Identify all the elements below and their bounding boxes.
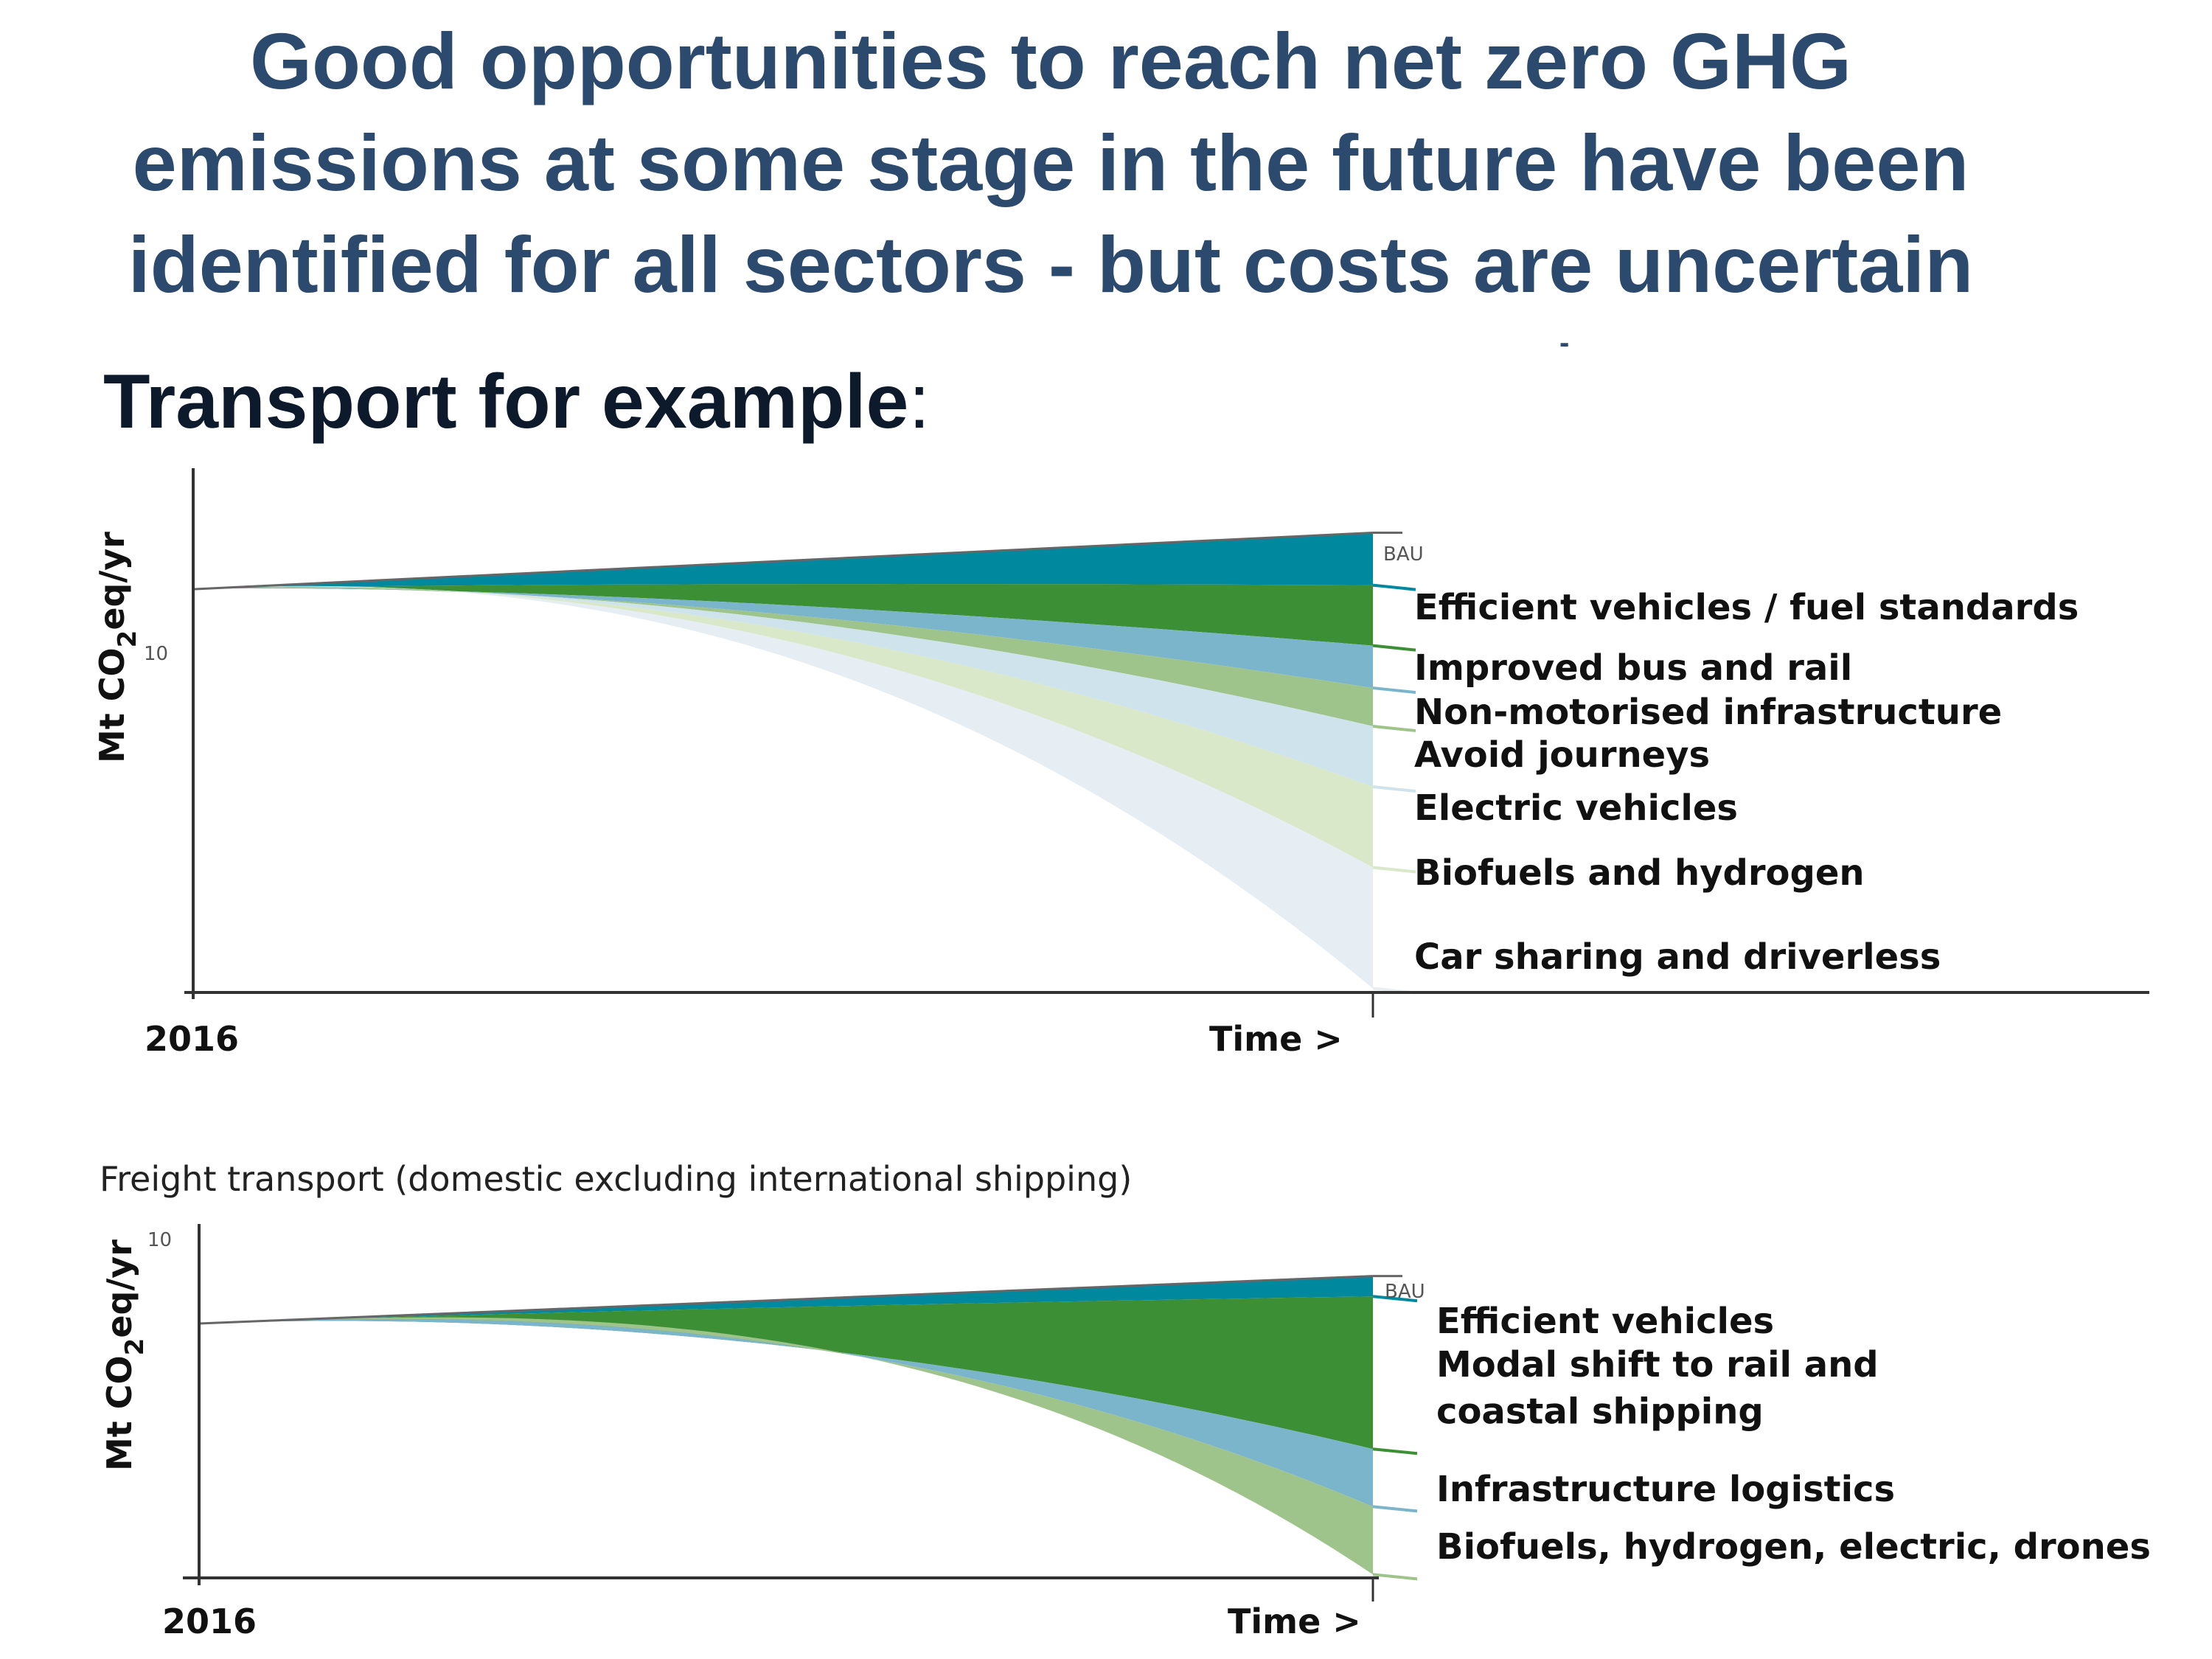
freight-label-modal-shift-to-rail-and-coastal-shipping: Modal shift to rail and coastal shipping (1436, 1344, 1879, 1432)
freight-chart-title: Freight transport (domestic excluding in… (100, 1159, 1132, 1199)
freight-chart: Freight transport (domestic excluding in… (100, 1159, 2151, 1641)
transport-y-axis-title: Mt CO2eq/yr (92, 532, 142, 763)
transport-bau-line (192, 532, 1374, 591)
transport-area-non-motorised-infrastructure (193, 588, 1373, 689)
freight-x-end-label: Time > (1228, 1601, 1361, 1641)
transport-label-non-motorised-infrastructure: Non-motorised infrastructure (1414, 692, 2002, 733)
freight-label-line: Infrastructure logistics (1436, 1469, 1895, 1510)
transport-tick-non-motorised-infrastructure (1372, 686, 1416, 695)
freight-label-biofuels-hydrogen-electric-drones: Biofuels, hydrogen, electric, drones (1436, 1526, 2151, 1568)
transport-label-line: Improved bus and rail (1414, 647, 1852, 689)
freight-tick-modal-shift-to-rail-and-coastal-shipping (1372, 1447, 1418, 1455)
transport-label-line: Non-motorised infrastructure (1414, 692, 2002, 733)
transport-label-efficient-vehicles-fuel-standards: Efficient vehicles / fuel standards (1414, 587, 2079, 628)
transport-label-biofuels-and-hydrogen: Biofuels and hydrogen (1414, 852, 1865, 894)
transport-series-labels: Efficient vehicles / fuel standards Impro… (1414, 587, 2079, 978)
freight-label-infrastructure-logistics: Infrastructure logistics (1436, 1469, 1895, 1510)
title-line-3: identified for all sectors - but costs a… (128, 220, 1974, 309)
transport-bau-label: BAU (1383, 543, 1424, 566)
transport-chart-label-ticks (1372, 532, 1416, 995)
transport-label-electric-vehicles: Electric vehicles (1414, 787, 1738, 829)
section-subtitle: Transport for example: (103, 359, 930, 445)
freight-label-efficient-vehicles: Efficient vehicles (1436, 1301, 1774, 1342)
freight-chart-label-ticks (1372, 1275, 1418, 1581)
freight-chart-areas (198, 1275, 1374, 1575)
transport-x-start-label: 2016 (145, 1019, 239, 1059)
title-line-1: Good opportunities to reach net zero GHG (250, 16, 1851, 105)
transport-label-line: Efficient vehicles / fuel standards (1414, 587, 2079, 628)
freight-tick-biofuels-hydrogen-electric-drones (1372, 1573, 1418, 1581)
transport-tick-improved-bus-and-rail (1372, 644, 1416, 652)
transport-ytick-label: 10 (144, 643, 168, 665)
subtitle-suffix: : (908, 359, 930, 445)
transport-chart: 10 Mt CO2eq/yr 2016 Time > BAU Efficient… (92, 468, 2149, 1059)
freight-area-infrastructure-logistics (199, 1318, 1373, 1507)
transport-area-improved-bus-and-rail (193, 584, 1373, 646)
transport-area-electric-vehicles (193, 586, 1373, 787)
stray-mark: - (1559, 327, 1569, 359)
transport-label-car-sharing-and-driverless: Car sharing and driverless (1414, 936, 1941, 978)
freight-ytick-label: 10 (147, 1229, 172, 1251)
freight-tick-infrastructure-logistics (1372, 1505, 1418, 1513)
transport-chart-areas (192, 532, 1374, 989)
transport-tick-efficient-vehicles-fuel-standards (1372, 583, 1416, 591)
transport-label-avoid-journeys: Avoid journeys (1414, 734, 1710, 776)
transport-label-line: Biofuels and hydrogen (1414, 852, 1865, 894)
title-line-2: emissions at some stage in the future ha… (133, 118, 1969, 207)
freight-bau-line (198, 1275, 1374, 1325)
freight-bau-label: BAU (1385, 1281, 1425, 1303)
transport-area-car-sharing-and-driverless (193, 585, 1373, 989)
transport-label-improved-bus-and-rail: Improved bus and rail (1414, 647, 1852, 689)
transport-tick-avoid-journeys (1372, 725, 1416, 733)
freight-tick-efficient-vehicles (1372, 1295, 1418, 1303)
transport-label-line: Avoid journeys (1414, 734, 1710, 776)
transport-label-line: Car sharing and driverless (1414, 936, 1941, 978)
transport-area-biofuels-and-hydrogen (193, 586, 1373, 868)
transport-tick-electric-vehicles (1372, 785, 1416, 793)
transport-area-avoid-journeys (193, 587, 1373, 726)
transport-label-line: Electric vehicles (1414, 787, 1738, 829)
freight-label-line: Efficient vehicles (1436, 1301, 1774, 1342)
freight-area-modal-shift-to-rail-and-coastal-shipping (199, 1296, 1373, 1450)
transport-x-end-label: Time > (1209, 1019, 1343, 1059)
freight-y-axis-title: Mt CO2eq/yr (100, 1239, 150, 1471)
freight-label-line: coastal shipping (1436, 1391, 1764, 1432)
slide-title: Good opportunities to reach net zero GHG… (128, 16, 1974, 309)
subtitle-main: Transport for example (103, 359, 908, 445)
transport-tick-biofuels-and-hydrogen (1372, 866, 1416, 874)
freight-label-line: Biofuels, hydrogen, electric, drones (1436, 1526, 2151, 1568)
freight-x-start-label: 2016 (162, 1601, 257, 1641)
freight-label-line: Modal shift to rail and (1436, 1344, 1879, 1385)
